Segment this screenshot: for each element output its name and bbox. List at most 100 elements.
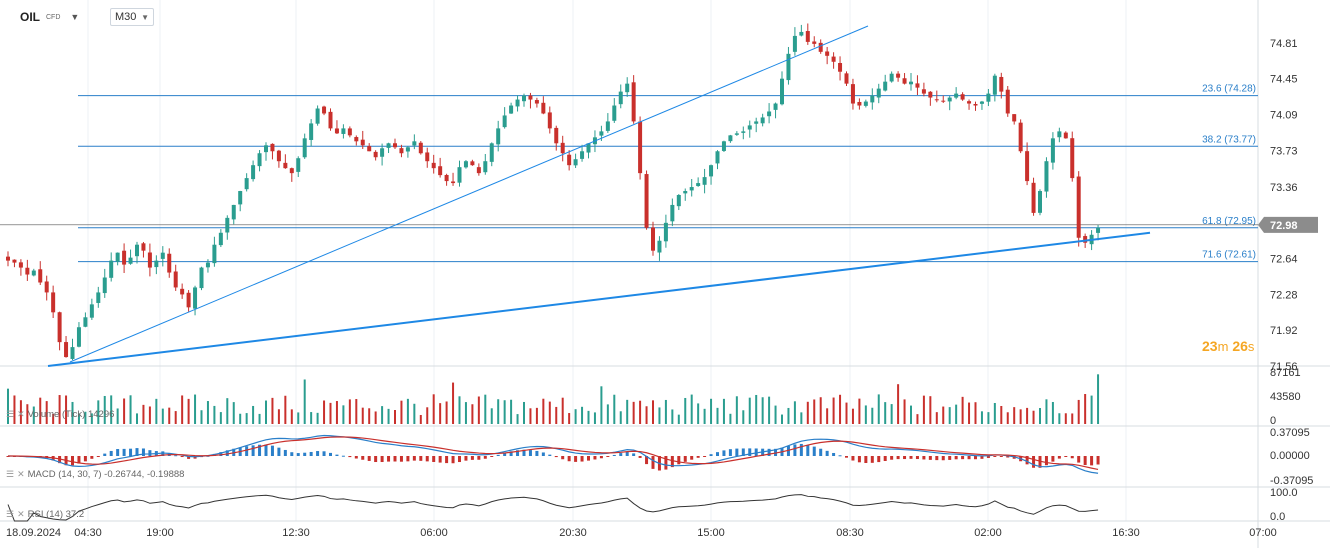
- volume-bar: [45, 401, 48, 424]
- symbol-selector[interactable]: OIL CFD ▼: [20, 8, 79, 26]
- volume-bar: [58, 395, 61, 424]
- macd-histogram-bar: [1057, 456, 1061, 459]
- macd-histogram-bar: [922, 456, 926, 460]
- macd-histogram-bar: [986, 456, 990, 458]
- candle-body: [825, 51, 830, 56]
- candle-body: [850, 84, 855, 104]
- candle-body: [341, 128, 346, 134]
- macd-histogram-bar: [587, 456, 590, 461]
- candle-body: [418, 142, 423, 154]
- volume-bar: [510, 399, 513, 424]
- macd-histogram-bar: [161, 451, 165, 456]
- volume-bar: [206, 401, 209, 424]
- pane-tick-label: 87161: [1270, 367, 1301, 379]
- macd-histogram-bar: [425, 456, 429, 462]
- macd-histogram-bar: [593, 456, 597, 460]
- candle-body: [612, 105, 617, 121]
- candle-body: [399, 148, 404, 154]
- candle-body: [721, 141, 726, 151]
- volume-bar: [316, 412, 319, 424]
- macd-histogram-bar: [961, 456, 965, 460]
- macd-histogram-bar: [845, 456, 848, 458]
- candle-body: [180, 288, 185, 295]
- macd-histogram-bar: [141, 448, 145, 456]
- candle-body: [470, 161, 475, 166]
- candle-body: [451, 181, 456, 184]
- volume-bar: [903, 399, 906, 424]
- candle-body: [122, 250, 127, 265]
- candle-body: [51, 292, 56, 313]
- volume-bar: [265, 400, 267, 424]
- candle-body: [954, 93, 959, 98]
- macd-histogram-bar: [941, 456, 945, 461]
- close-icon[interactable]: ✕: [17, 409, 25, 419]
- macd-histogram-bar: [219, 452, 223, 456]
- candle-body: [96, 292, 101, 303]
- candle-body: [902, 78, 907, 84]
- volume-bar: [993, 402, 996, 424]
- settings-icon[interactable]: ☰: [6, 509, 15, 519]
- volume-bar: [1071, 413, 1074, 424]
- fibonacci-levels[interactable]: 23.6 (74.28) 38.2 (73.77) 61.8 (72.95) 71.6…: [0, 84, 1258, 263]
- volume-bar: [581, 406, 584, 424]
- close-icon[interactable]: ✕: [17, 469, 25, 479]
- volume-bar: [381, 406, 384, 424]
- price-tick-label: 72.64: [1270, 254, 1298, 266]
- macd-histogram-bar: [483, 456, 487, 459]
- volume-bar: [490, 408, 493, 424]
- candle-body: [1070, 138, 1075, 179]
- macd-histogram-bar: [864, 456, 868, 463]
- macd-histogram-bar: [58, 456, 62, 464]
- candle-body: [44, 281, 49, 293]
- volume-bar: [735, 396, 738, 424]
- candle-body: [347, 128, 352, 136]
- candle-body: [715, 151, 720, 164]
- macd-histogram-bar: [174, 455, 178, 457]
- time-tick-label: 12:30: [282, 527, 310, 539]
- time-tick-label: 07:00: [1249, 527, 1277, 539]
- volume-bar: [355, 399, 358, 424]
- candle-body: [489, 143, 494, 162]
- macd-histogram-bar: [283, 449, 287, 456]
- candle-body: [354, 137, 359, 142]
- volume-bar: [39, 397, 42, 424]
- macd-histogram-bar: [316, 451, 320, 456]
- candle-body: [773, 103, 778, 110]
- close-icon[interactable]: ✕: [17, 509, 25, 519]
- candle-body: [322, 106, 327, 114]
- volume-bar: [187, 398, 190, 424]
- volume-bar: [897, 384, 900, 424]
- volume-bar: [774, 405, 777, 424]
- rsi-indicator-label[interactable]: ☰ ✕ RSI (14) 37.2: [6, 509, 85, 520]
- timeframe-selector[interactable]: M30 ▼: [110, 8, 154, 26]
- macd-histogram-bar: [490, 456, 494, 457]
- macd-histogram-bar: [541, 452, 545, 456]
- settings-icon[interactable]: ☰: [6, 409, 15, 419]
- candle-body: [25, 267, 30, 275]
- candle-body: [747, 125, 752, 130]
- volume-bar: [77, 413, 80, 424]
- candle-body: [792, 35, 797, 52]
- volume-bar: [890, 404, 893, 424]
- macd-histogram-bar: [812, 446, 816, 456]
- macd-histogram-bar: [664, 456, 668, 470]
- upper-trendline: [69, 25, 869, 363]
- macd-histogram-bar: [915, 456, 919, 460]
- candle-body: [844, 73, 849, 84]
- candle-body: [309, 123, 314, 140]
- candle-body: [270, 143, 275, 152]
- volume-indicator-label[interactable]: ☰ ✕ Volume (Tick) 14296: [6, 409, 115, 420]
- candle-body: [857, 101, 862, 106]
- macd-histogram-bar: [993, 456, 997, 457]
- volume-bar: [32, 406, 35, 424]
- candle-body: [1076, 176, 1081, 238]
- settings-icon[interactable]: ☰: [6, 469, 15, 479]
- macd-histogram-bar: [735, 448, 739, 456]
- candle-body: [928, 91, 933, 98]
- macd-histogram-bar: [522, 449, 526, 456]
- macd-indicator-label[interactable]: ☰ ✕ MACD (14, 30, 7) -0.26744, -0.19888: [6, 469, 185, 480]
- trendlines[interactable]: [47, 25, 1151, 367]
- candle-body: [231, 204, 236, 220]
- macd-histogram-bar: [419, 456, 423, 461]
